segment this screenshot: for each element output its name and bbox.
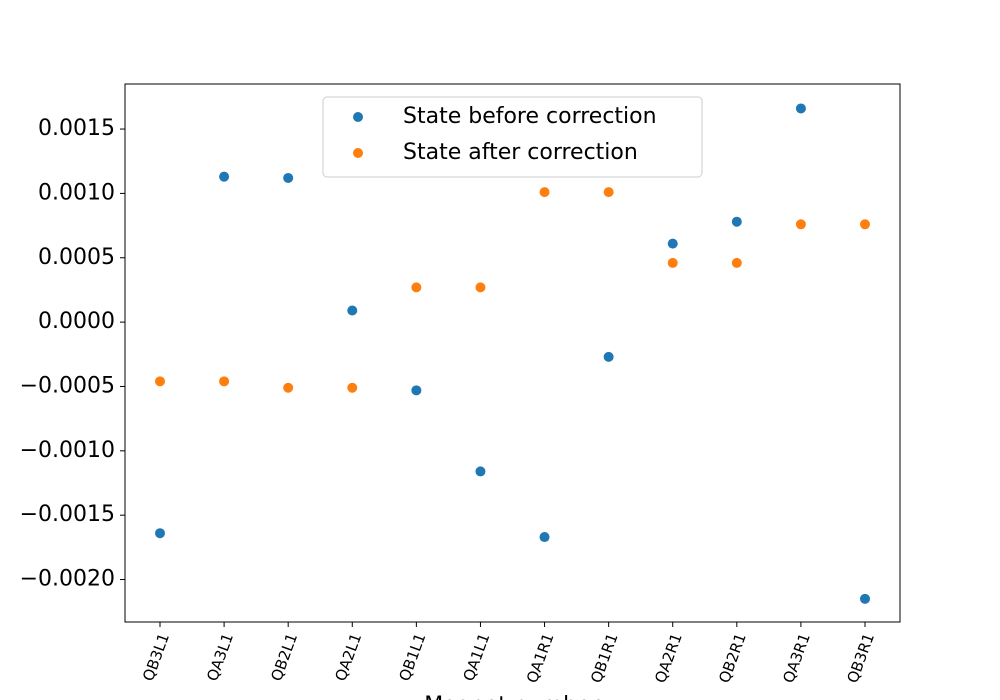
- x-tick-label: QA2L1: [331, 631, 365, 684]
- x-tick-label: QA1L1: [460, 631, 494, 684]
- y-tick-label: −0.0010: [20, 438, 115, 463]
- point: [475, 282, 486, 293]
- x-tick-label: QB3R1: [843, 631, 878, 686]
- point: [347, 382, 358, 393]
- legend-marker: [353, 148, 363, 158]
- point: [603, 187, 614, 198]
- point: [539, 532, 550, 543]
- x-tick-label: QB3L1: [139, 631, 173, 684]
- point: [539, 187, 550, 198]
- point: [603, 351, 614, 362]
- x-tick-label: QB2R1: [715, 631, 750, 686]
- point: [411, 282, 422, 293]
- point: [795, 103, 806, 114]
- point: [731, 257, 742, 268]
- legend-label: State before correction: [403, 104, 657, 129]
- point: [667, 257, 678, 268]
- plot-frame: [124, 83, 901, 623]
- y-tick-label: −0.0020: [20, 567, 115, 592]
- point: [155, 376, 165, 387]
- x-tick-label: QA1R1: [523, 631, 558, 686]
- legend-marker: [353, 112, 363, 122]
- y-tick-label: 0.0005: [38, 245, 115, 270]
- point: [219, 376, 230, 387]
- point: [731, 216, 742, 227]
- point: [219, 171, 230, 182]
- x-tick-label: QA2R1: [651, 631, 686, 686]
- point: [155, 528, 165, 539]
- legend-label: State after correction: [403, 140, 638, 165]
- point: [411, 385, 422, 396]
- point: [795, 219, 806, 230]
- x-tick-label: QB1R1: [587, 631, 622, 686]
- x-tick-label: QB1L1: [395, 631, 429, 684]
- y-tick-label: −0.0005: [20, 373, 115, 398]
- point: [860, 219, 870, 230]
- x-tick-label: QA3L1: [203, 631, 237, 684]
- point: [860, 593, 870, 604]
- y-tick-label: −0.0015: [20, 502, 115, 527]
- y-tick-label: 0.0000: [38, 309, 115, 334]
- point: [283, 172, 294, 183]
- x-tick-label: QA3R1: [779, 631, 814, 686]
- legend-box: [322, 96, 703, 178]
- y-tick-label: 0.0010: [38, 180, 115, 205]
- x-axis-label: Magnet number: [424, 693, 600, 700]
- point: [283, 382, 294, 393]
- x-tick-label: QB2L1: [267, 631, 301, 684]
- y-tick-label: 0.0015: [38, 116, 115, 141]
- point: [475, 466, 486, 477]
- point: [667, 238, 678, 249]
- point: [347, 305, 358, 316]
